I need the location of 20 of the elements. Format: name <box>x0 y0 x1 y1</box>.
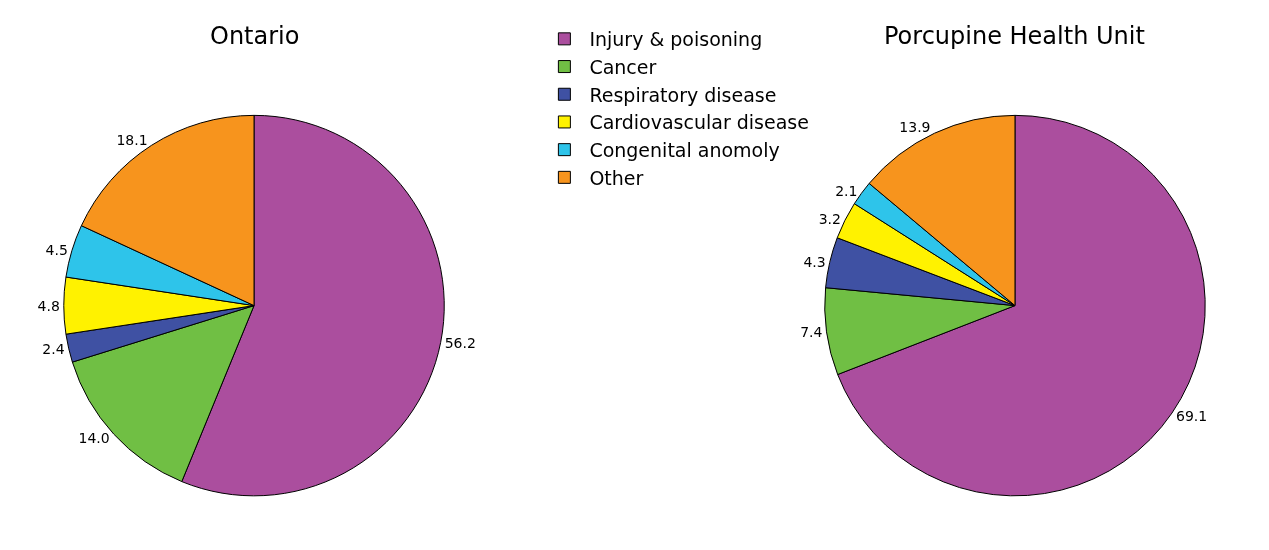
data-label: 69.1 <box>1175 407 1208 424</box>
chart-title: Porcupine Health Unit <box>884 22 1145 50</box>
legend-label: Injury & poisoning <box>589 28 763 51</box>
data-label: 2.1 <box>835 182 858 199</box>
legend-label: Other <box>589 166 644 189</box>
data-label: 18.1 <box>116 131 148 148</box>
legend-label: Cardiovascular disease <box>589 111 809 134</box>
data-label: 56.2 <box>444 334 476 351</box>
data-label: 4.5 <box>45 242 68 259</box>
legend-label: Respiratory disease <box>589 83 777 106</box>
data-label: 13.9 <box>899 118 931 135</box>
data-label: 14.0 <box>78 429 110 446</box>
data-label: 2.4 <box>42 340 65 357</box>
legend-label: Cancer <box>589 55 657 78</box>
chart-title: Ontario <box>210 22 300 50</box>
data-label: 3.2 <box>818 210 841 227</box>
data-label: 4.3 <box>803 253 826 270</box>
data-label: 7.4 <box>800 323 823 340</box>
data-label: 4.8 <box>37 297 60 314</box>
legend-label: Congenital anomoly <box>589 139 780 162</box>
